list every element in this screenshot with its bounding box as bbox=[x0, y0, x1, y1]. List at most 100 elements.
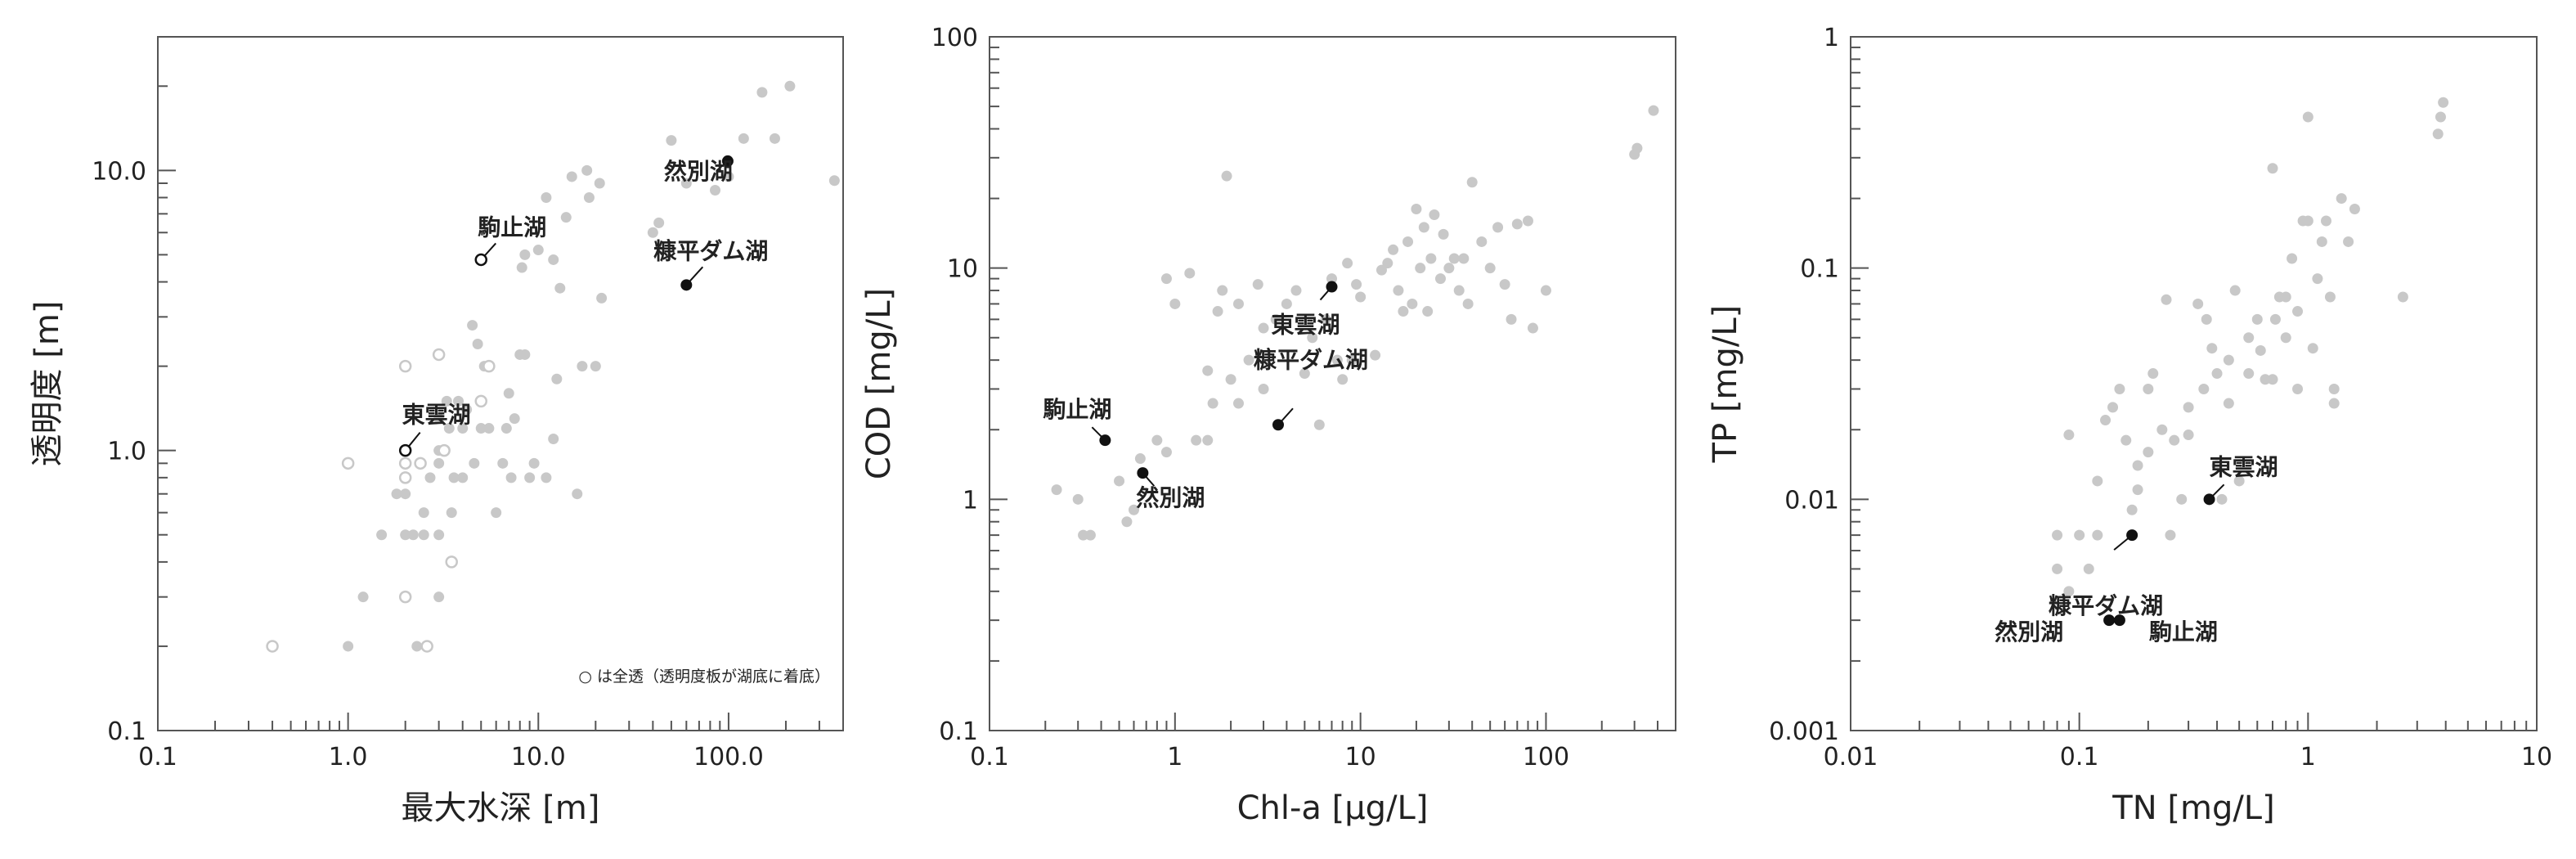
data-point bbox=[583, 192, 595, 204]
y-tick-label: 0.1 bbox=[939, 717, 978, 746]
data-point bbox=[418, 507, 429, 519]
highlight-point bbox=[680, 279, 693, 291]
annotation-label: 駒止湖 bbox=[478, 214, 546, 241]
data-point bbox=[596, 292, 608, 304]
data-point bbox=[1169, 298, 1181, 309]
data-point bbox=[1270, 313, 1281, 325]
plot-frame bbox=[157, 36, 844, 731]
data-point bbox=[1492, 222, 1504, 233]
data-point bbox=[1202, 434, 1214, 446]
highlight-point bbox=[474, 253, 488, 267]
data-point bbox=[1243, 354, 1254, 366]
data-point bbox=[2302, 215, 2313, 227]
annotation-label: 然別湖 bbox=[664, 158, 733, 185]
data-point bbox=[710, 184, 721, 196]
data-point bbox=[1290, 285, 1302, 296]
y-tick-label: 0.1 bbox=[107, 717, 146, 746]
highlight-point bbox=[1137, 467, 1149, 479]
y-axis-label: COD [mg/L] bbox=[860, 288, 898, 479]
highlight-point bbox=[2113, 614, 2125, 627]
data-point bbox=[548, 254, 559, 265]
data-point bbox=[1499, 279, 1510, 290]
data-point bbox=[467, 320, 478, 331]
data-point bbox=[433, 529, 445, 541]
data-point bbox=[461, 404, 473, 416]
data-point bbox=[503, 388, 514, 399]
data-point bbox=[2176, 493, 2188, 505]
y-tick-label: 0.01 bbox=[1784, 486, 1839, 515]
data-point bbox=[1407, 298, 1418, 309]
data-point bbox=[2229, 285, 2241, 296]
data-point bbox=[1129, 504, 1140, 515]
data-point bbox=[2223, 398, 2234, 409]
data-point-open bbox=[398, 359, 412, 373]
x-tick-label: 100.0 bbox=[693, 743, 764, 771]
highlight-point bbox=[1272, 419, 1285, 431]
data-point bbox=[2435, 111, 2446, 123]
data-point bbox=[1114, 475, 1125, 487]
data-point bbox=[516, 262, 527, 273]
annotation-label: 駒止湖 bbox=[1043, 396, 1111, 423]
data-point bbox=[1411, 204, 1422, 215]
data-point bbox=[1258, 383, 1269, 394]
data-point bbox=[1134, 453, 1146, 465]
x-tick-label: 0.1 bbox=[138, 743, 177, 771]
data-point bbox=[2192, 298, 2204, 309]
data-point bbox=[1258, 322, 1269, 334]
highlight-point bbox=[2103, 614, 2116, 627]
data-point bbox=[577, 361, 588, 372]
data-point bbox=[1320, 313, 1331, 325]
x-tick-label: 10 bbox=[2521, 743, 2552, 771]
data-point bbox=[2201, 313, 2212, 325]
data-point bbox=[424, 472, 436, 483]
data-point-open bbox=[398, 471, 412, 484]
data-point bbox=[475, 423, 487, 434]
data-point bbox=[784, 80, 796, 92]
data-point bbox=[1232, 298, 1244, 309]
data-point bbox=[2267, 374, 2278, 385]
data-point bbox=[1072, 493, 1084, 505]
data-point bbox=[2316, 236, 2327, 247]
annotation-label: 糠平ダム湖 bbox=[1254, 346, 1368, 373]
data-point bbox=[1160, 447, 1172, 458]
data-point bbox=[1202, 365, 1214, 376]
data-point bbox=[2432, 128, 2444, 140]
data-point bbox=[1458, 253, 1470, 264]
data-point bbox=[1307, 332, 1318, 344]
data-point bbox=[1393, 285, 1404, 296]
data-point-open bbox=[420, 640, 433, 653]
annotation-label: 東雲湖 bbox=[1271, 312, 1340, 339]
data-point bbox=[1346, 354, 1358, 366]
y-axis-label: 透明度 [m] bbox=[29, 301, 66, 467]
data-point bbox=[1522, 215, 1533, 227]
data-point bbox=[680, 178, 692, 189]
data-point bbox=[418, 529, 429, 541]
data-point bbox=[581, 164, 593, 176]
data-point bbox=[2063, 586, 2075, 597]
data-point bbox=[1648, 105, 1659, 116]
data-point bbox=[2083, 563, 2094, 574]
highlight-point bbox=[1099, 434, 1111, 447]
data-point bbox=[1207, 398, 1218, 409]
data-point bbox=[2100, 415, 2112, 426]
data-point bbox=[2074, 529, 2085, 541]
x-tick-label: 1.0 bbox=[329, 743, 368, 771]
chart-panel-chla-vs-cod: 0.1 1 10 100 0.1 1 10 100 Chl-a [μg/L] COD [mg/L]… bbox=[860, 24, 1676, 827]
data-point bbox=[2292, 306, 2304, 317]
data-point-open bbox=[438, 443, 451, 457]
data-point bbox=[1160, 273, 1172, 285]
data-point bbox=[541, 192, 552, 204]
annotation-label: 東雲湖 bbox=[402, 402, 471, 429]
data-point bbox=[1415, 263, 1426, 274]
data-point bbox=[1429, 209, 1440, 221]
data-point bbox=[446, 507, 457, 519]
data-point bbox=[524, 472, 536, 483]
data-point bbox=[2349, 204, 2360, 215]
data-point bbox=[2052, 529, 2063, 541]
data-point bbox=[2269, 313, 2281, 325]
data-point bbox=[1388, 244, 1399, 255]
y-tick-label: 1.0 bbox=[107, 438, 146, 466]
annotation-label: 然別湖 bbox=[1995, 618, 2063, 645]
